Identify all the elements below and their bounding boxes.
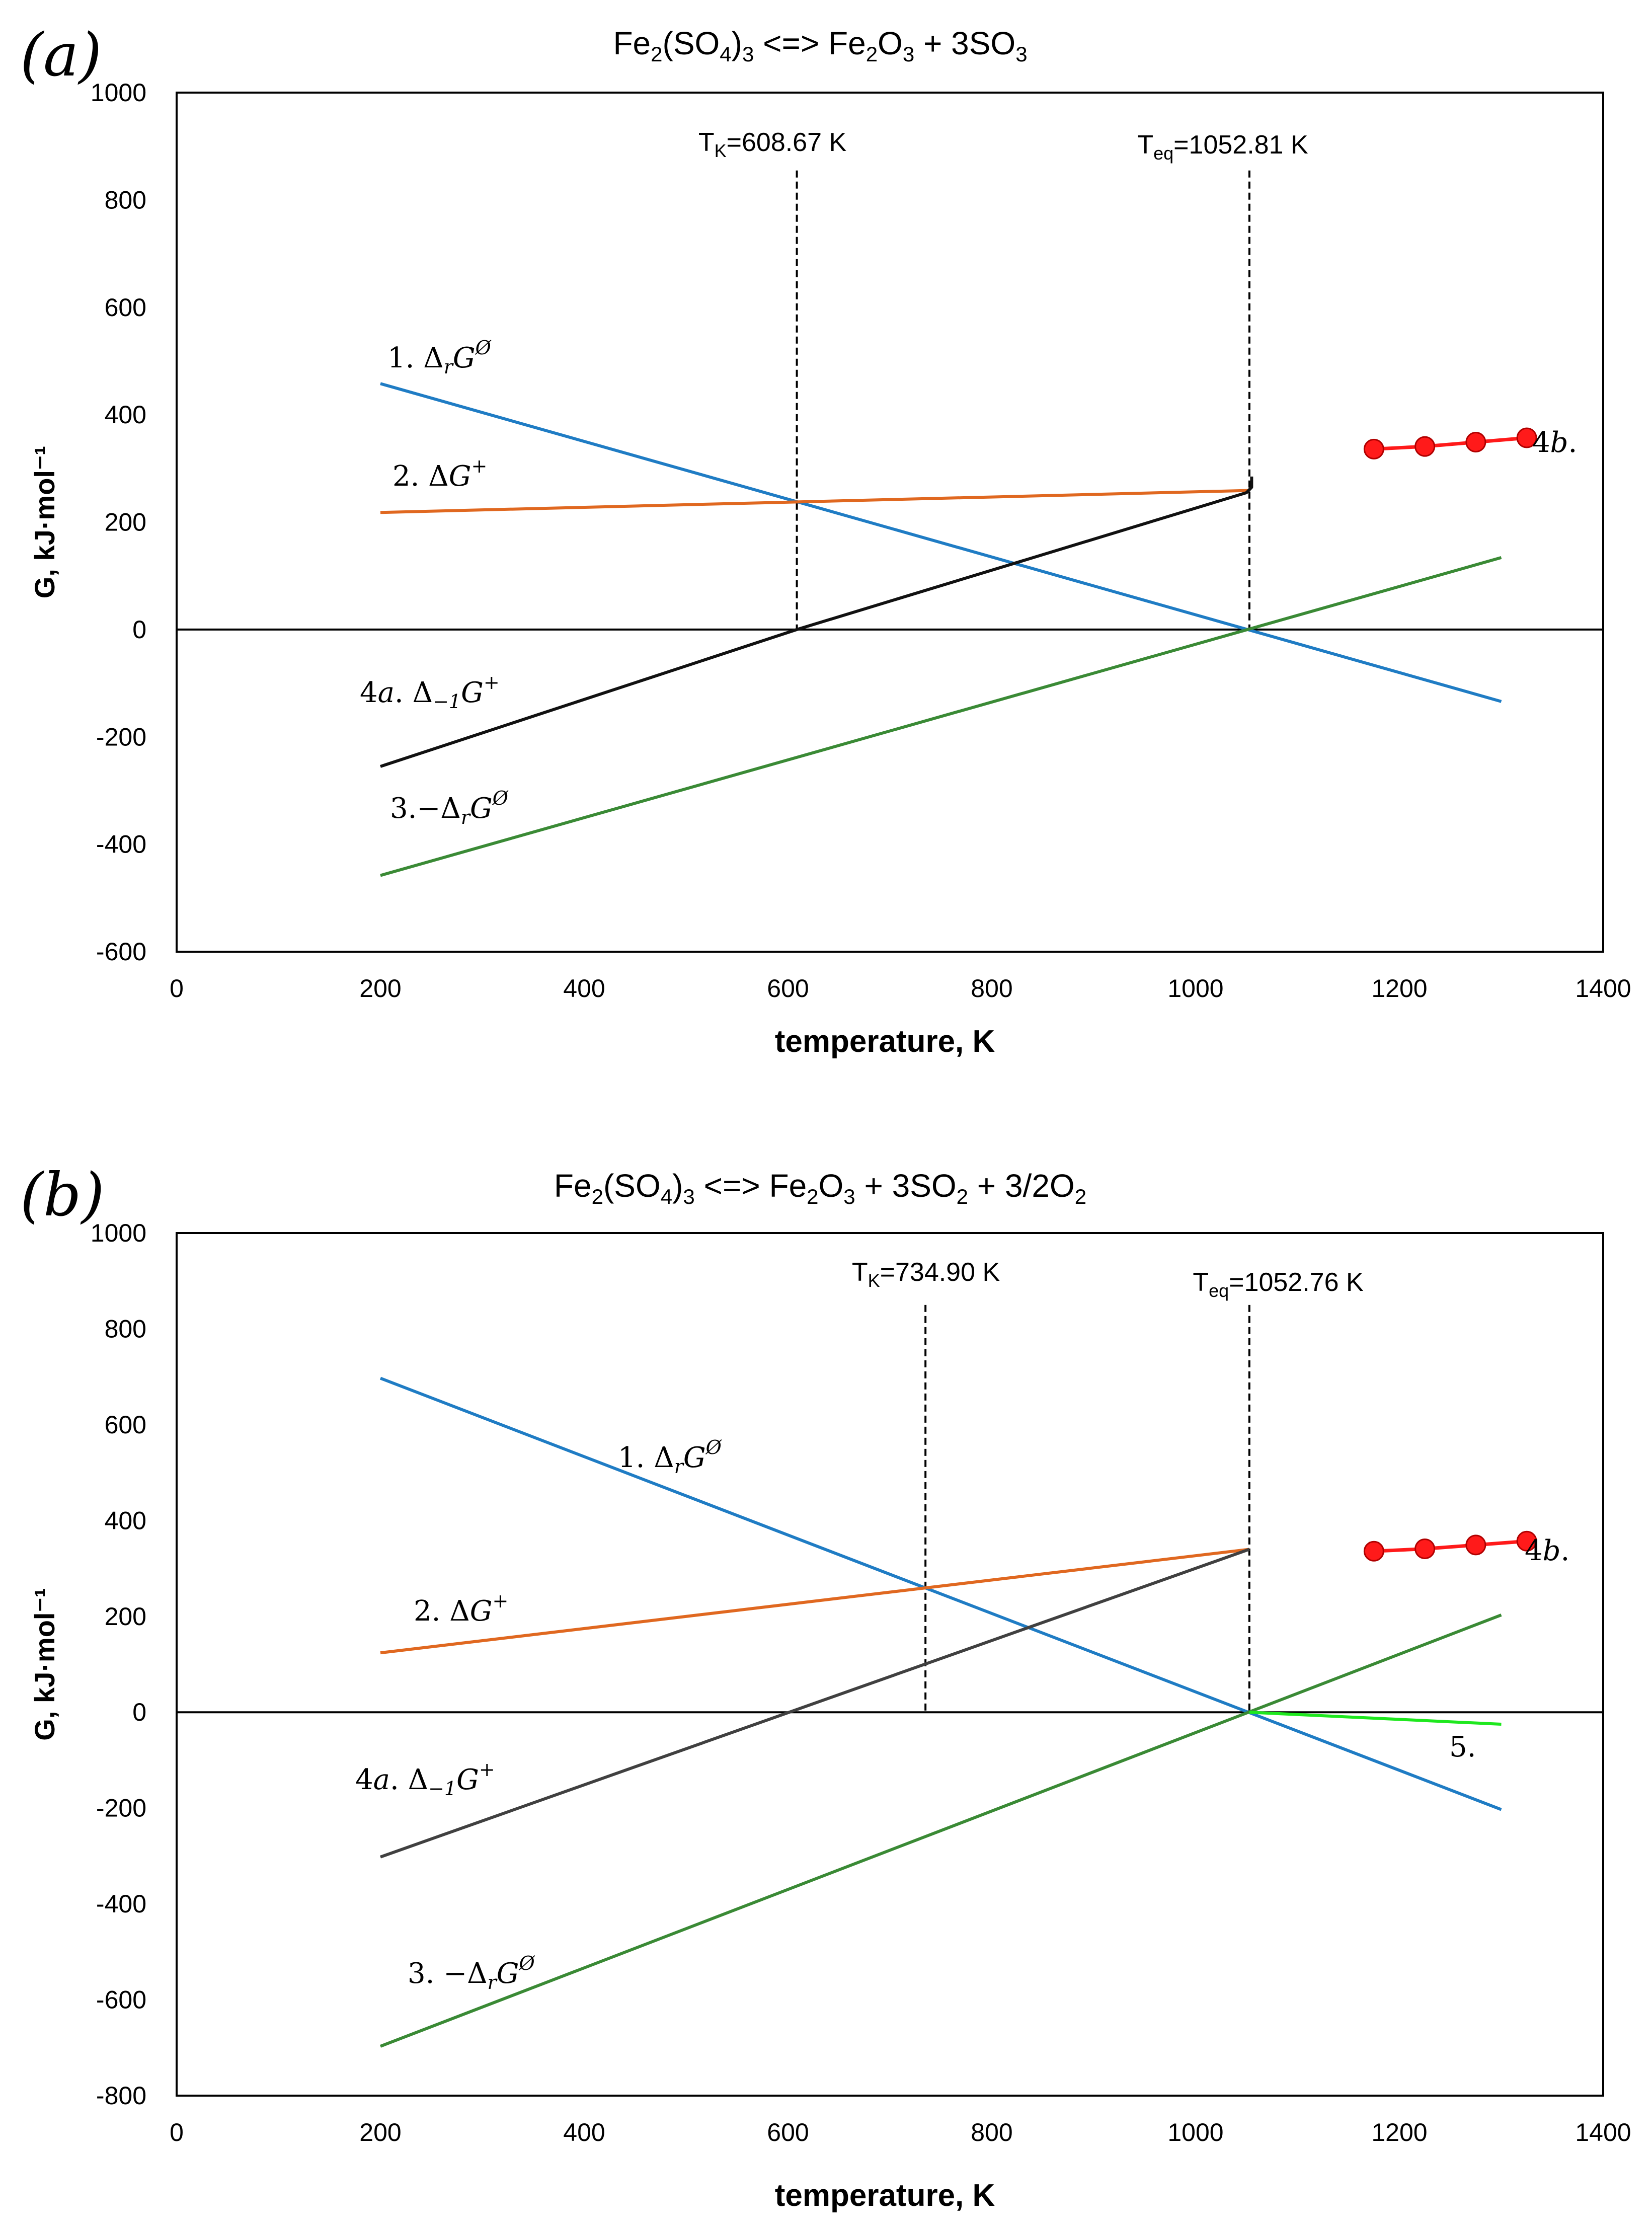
series-label: 4b.: [1525, 1534, 1569, 1567]
y-tick-label: 0: [132, 616, 146, 644]
y-tick-label: 400: [105, 1506, 146, 1534]
data-point: [1516, 427, 1537, 448]
y-axis-label: G, kJ·mol⁻¹: [29, 446, 60, 598]
x-tick-label: 1000: [1167, 974, 1223, 1003]
series-line: [380, 476, 1253, 768]
data-point: [1363, 438, 1384, 459]
series-line: [380, 489, 1250, 514]
series-label: 3. −Δr​GØ​: [408, 1952, 535, 1993]
x-tick-label: 800: [971, 2118, 1012, 2146]
y-axis-label: G, kJ·mol⁻¹: [29, 1588, 60, 1740]
vertical-marker-label: TK=608.67 K: [698, 128, 847, 161]
y-tick-label: 0: [132, 1698, 146, 1726]
x-tick-label: 200: [359, 2118, 401, 2146]
x-tick-label: 600: [767, 2118, 809, 2146]
y-tick-label: 1000: [91, 79, 146, 107]
series-label: 2. ΔG+​: [392, 455, 487, 493]
vertical-marker-label: Teq=1052.81 K: [1137, 130, 1308, 164]
series-line: [380, 382, 1502, 703]
chart-panel-b: (b) Fe2​(SO4​)3​ <=> Fe2​O3​ + 3SO2​ + 3/…: [20, 1160, 1631, 2213]
data-point: [1414, 436, 1436, 457]
x-axis-label: temperature, K: [775, 1024, 995, 1059]
series-line: [380, 1548, 1250, 1655]
series-label: 2. ΔG+​: [414, 1590, 508, 1628]
x-tick-label: 0: [170, 974, 184, 1003]
y-tick-label: -200: [96, 723, 146, 751]
data-point: [1465, 432, 1486, 453]
vertical-marker-label: TK=734.90 K: [852, 1258, 1000, 1291]
x-tick-label: 400: [563, 974, 605, 1003]
y-tick-label: 400: [105, 401, 146, 429]
data-point: [1465, 1534, 1486, 1556]
y-tick-label: 800: [105, 186, 146, 214]
x-tick-label: 400: [563, 2118, 605, 2146]
series-label: 4b.: [1532, 426, 1577, 459]
x-tick-label: 1200: [1371, 974, 1427, 1003]
y-tick-label: 1000: [91, 1219, 146, 1247]
x-tick-label: 0: [170, 2118, 184, 2146]
chart-title: Fe2​(SO4​)3​ <=> Fe2​O3​ + 3SO2​ + 3/2O2…: [554, 1168, 1086, 1208]
chart-panel-a: (a) Fe2​(SO4​)3​ <=> Fe2​O3​ + 3SO3​ 0 200 4…: [20, 20, 1631, 1059]
series-label: 3.−Δr​GØ​: [390, 787, 509, 828]
chart-title: Fe2​(SO4​)3​ <=> Fe2​O3​ + 3SO3​: [613, 25, 1027, 66]
series-line: [379, 1613, 1502, 2048]
y-tick-label: -400: [96, 1890, 146, 1918]
x-tick-label: 1200: [1371, 2118, 1427, 2146]
vertical-marker-label: Teq=1052.76 K: [1193, 1268, 1364, 1301]
y-tick-label: -800: [96, 2082, 146, 2110]
y-tick-label: 200: [105, 508, 146, 536]
series-label: 1. Δr​GØ​: [618, 1436, 722, 1478]
panel-label: (b): [20, 1160, 105, 1229]
y-tick-label: 800: [105, 1315, 146, 1343]
y-tick-label: 600: [105, 293, 146, 322]
data-point: [1414, 1539, 1436, 1560]
x-tick-label: 1000: [1167, 2118, 1223, 2146]
data-point: [1516, 1530, 1537, 1552]
x-tick-label: 1400: [1575, 974, 1631, 1003]
plot-frame: [176, 92, 1604, 953]
x-tick-label: 800: [971, 974, 1012, 1003]
series-line: [379, 1548, 1250, 1859]
plot-frame: [176, 1232, 1604, 2097]
y-tick-label: 200: [105, 1602, 146, 1631]
y-tick-label: -600: [96, 938, 146, 966]
series-line: [1249, 1711, 1502, 1726]
x-axis-label: temperature, K: [775, 2178, 995, 2213]
series-label: 1. Δr​GØ​: [387, 337, 492, 378]
x-tick-label: 1400: [1575, 2118, 1631, 2146]
series-line: [380, 556, 1502, 877]
series-label: 4a. Δ−1​G+​: [355, 1758, 495, 1800]
series-line: [1374, 436, 1527, 451]
data-point: [1363, 1541, 1384, 1562]
y-tick-label: -400: [96, 830, 146, 859]
y-tick-label: -200: [96, 1794, 146, 1822]
series-label: 4a. Δ−1​G+​: [360, 671, 500, 713]
series-line: [1374, 1539, 1527, 1553]
x-tick-label: 600: [767, 974, 809, 1003]
panel-label: (a): [20, 20, 102, 90]
series-line: [379, 1376, 1502, 1811]
x-tick-label: 200: [359, 974, 401, 1003]
series-label: 5.: [1449, 1731, 1476, 1763]
y-tick-label: 600: [105, 1411, 146, 1439]
y-tick-label: -600: [96, 1986, 146, 2014]
